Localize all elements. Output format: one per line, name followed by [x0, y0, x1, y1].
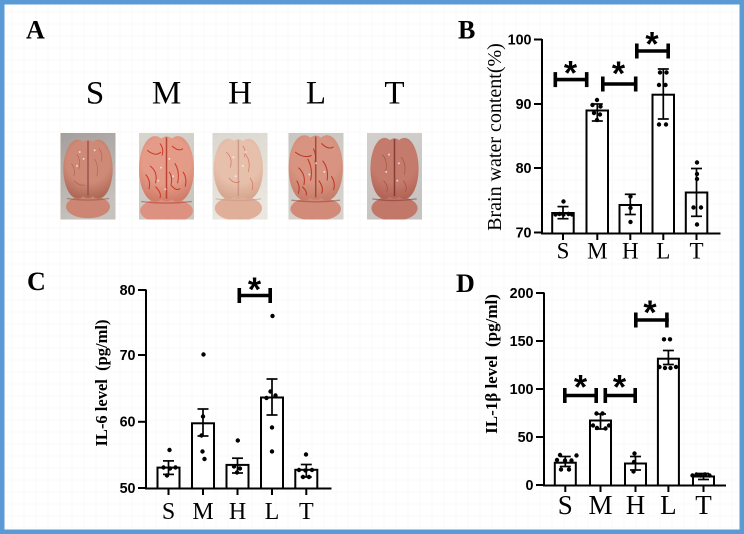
- svg-text:H: H: [228, 76, 252, 112]
- svg-text:T: T: [384, 76, 404, 112]
- svg-text:T: T: [689, 239, 703, 264]
- svg-text:H: H: [626, 490, 646, 520]
- svg-text:90: 90: [516, 97, 532, 113]
- svg-text:100: 100: [510, 382, 534, 398]
- svg-text:60: 60: [120, 415, 136, 431]
- svg-text:C: C: [27, 267, 46, 296]
- svg-text:*: *: [645, 26, 659, 64]
- svg-text:L: L: [656, 239, 670, 264]
- svg-text:200: 200: [510, 286, 534, 302]
- svg-text:S: S: [557, 239, 570, 264]
- svg-text:*: *: [564, 55, 578, 93]
- svg-text:L: L: [660, 490, 677, 520]
- svg-text:*: *: [643, 294, 657, 332]
- svg-text:0: 0: [526, 478, 534, 494]
- svg-text:80: 80: [120, 283, 136, 299]
- svg-text:S: S: [558, 490, 573, 520]
- svg-text:T: T: [695, 490, 712, 520]
- svg-text:M: M: [152, 76, 181, 112]
- svg-text:A: A: [26, 16, 45, 45]
- svg-text:IL-6 level (pg/ml): IL-6 level (pg/ml): [92, 320, 111, 447]
- svg-text:100: 100: [508, 32, 532, 48]
- svg-text:50: 50: [518, 430, 534, 446]
- svg-text:*: *: [613, 369, 627, 407]
- svg-text:M: M: [192, 499, 213, 525]
- svg-text:M: M: [587, 239, 607, 264]
- svg-text:70: 70: [120, 348, 136, 364]
- svg-text:L: L: [306, 76, 326, 112]
- svg-text:H: H: [229, 499, 246, 525]
- svg-text:*: *: [612, 55, 626, 93]
- svg-text:M: M: [588, 490, 612, 520]
- svg-text:80: 80: [516, 161, 532, 177]
- svg-text:T: T: [299, 499, 314, 525]
- svg-text:H: H: [622, 239, 639, 264]
- svg-text:D: D: [456, 269, 475, 298]
- svg-text:L: L: [265, 499, 280, 525]
- svg-text:S: S: [86, 76, 104, 112]
- svg-text:150: 150: [510, 334, 534, 350]
- svg-text:*: *: [574, 369, 588, 407]
- svg-text:IL-1β level (pg/ml): IL-1β level (pg/ml): [482, 294, 501, 434]
- svg-text:B: B: [458, 16, 475, 45]
- svg-text:50: 50: [120, 481, 136, 497]
- svg-text:S: S: [162, 499, 175, 525]
- svg-text:Brain water content(%): Brain water content(%): [484, 43, 506, 231]
- svg-text:*: *: [248, 271, 262, 309]
- svg-text:70: 70: [516, 225, 532, 241]
